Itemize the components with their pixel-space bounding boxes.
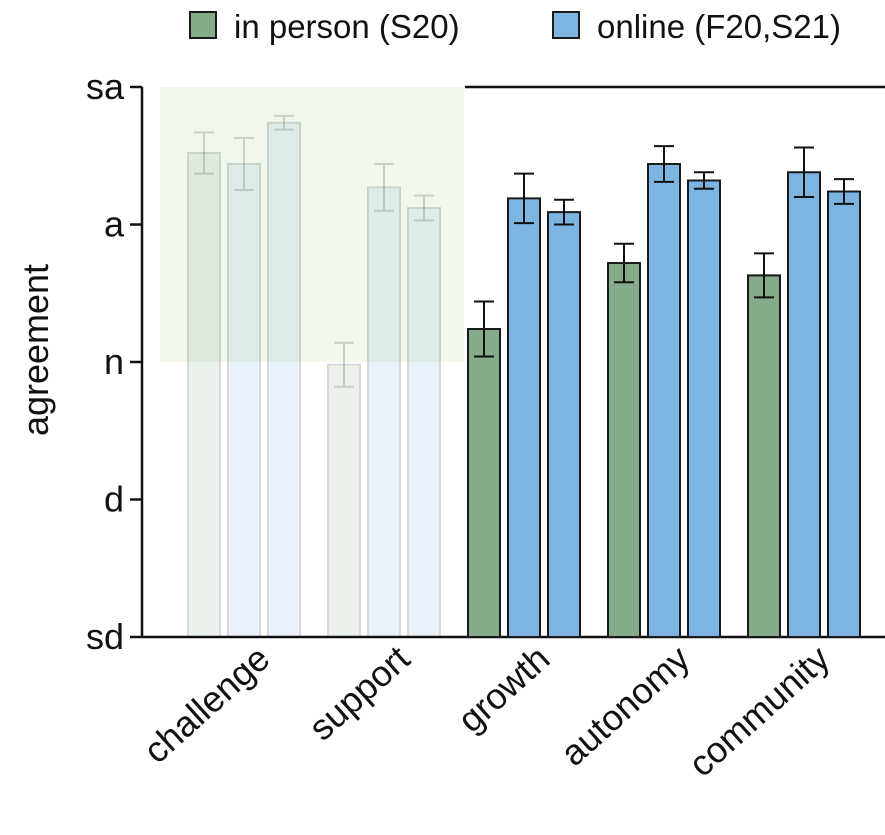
error-bar-growth [474, 300, 494, 358]
legend-swatch [189, 11, 217, 39]
y-tick-label: sd [86, 616, 124, 657]
error-bar-support [414, 194, 434, 222]
highlight-region [160, 87, 464, 362]
error-bar-community [834, 178, 854, 205]
bar-challenge [187, 152, 221, 638]
bars [187, 114, 861, 638]
y-tick-label: a [104, 204, 125, 245]
legend-label: in person (S20) [234, 8, 460, 45]
y-tick-label: d [104, 479, 124, 520]
legend-label: online (F20,S21) [597, 8, 841, 45]
category-label-autonomy: autonomy [552, 637, 697, 773]
error-bar-community [794, 146, 814, 198]
error-bar-autonomy [654, 145, 674, 183]
category-label-challenge: challenge [135, 637, 277, 771]
legend-swatch [552, 11, 580, 39]
category-label-community: community [681, 637, 838, 784]
error-bar-growth [554, 198, 574, 226]
bar-challenge [267, 121, 301, 638]
y-tick-label: sa [86, 66, 125, 107]
bar-growth [507, 197, 541, 638]
highlight-layer [160, 87, 464, 362]
error-bar-support [334, 341, 354, 388]
bar-community [827, 190, 861, 638]
error-bar-challenge [194, 131, 214, 175]
bar-autonomy [687, 179, 721, 638]
bar-community [787, 171, 821, 638]
error-bar-autonomy [614, 242, 634, 284]
error-bar-growth [514, 172, 534, 225]
bar-challenge [227, 163, 261, 638]
y-axis-title: agreement [15, 264, 56, 436]
category-label-support: support [301, 637, 418, 748]
bar-support [367, 186, 401, 638]
error-bar-challenge [234, 136, 254, 192]
bar-community [747, 274, 781, 638]
bar-autonomy [607, 262, 641, 638]
error-bar-support [374, 163, 394, 212]
bar-support [407, 207, 441, 638]
bar-growth [467, 328, 501, 638]
y-tick-label: n [104, 341, 124, 382]
bar-support [327, 363, 361, 638]
bar-autonomy [647, 163, 681, 638]
legend: in person (S20) online (F20,S21) [189, 8, 841, 45]
error-bar-challenge [274, 114, 294, 131]
error-bar-community [754, 252, 774, 299]
bar-growth [547, 211, 581, 638]
error-bar-autonomy [694, 171, 714, 190]
category-label-growth: growth [450, 637, 558, 740]
